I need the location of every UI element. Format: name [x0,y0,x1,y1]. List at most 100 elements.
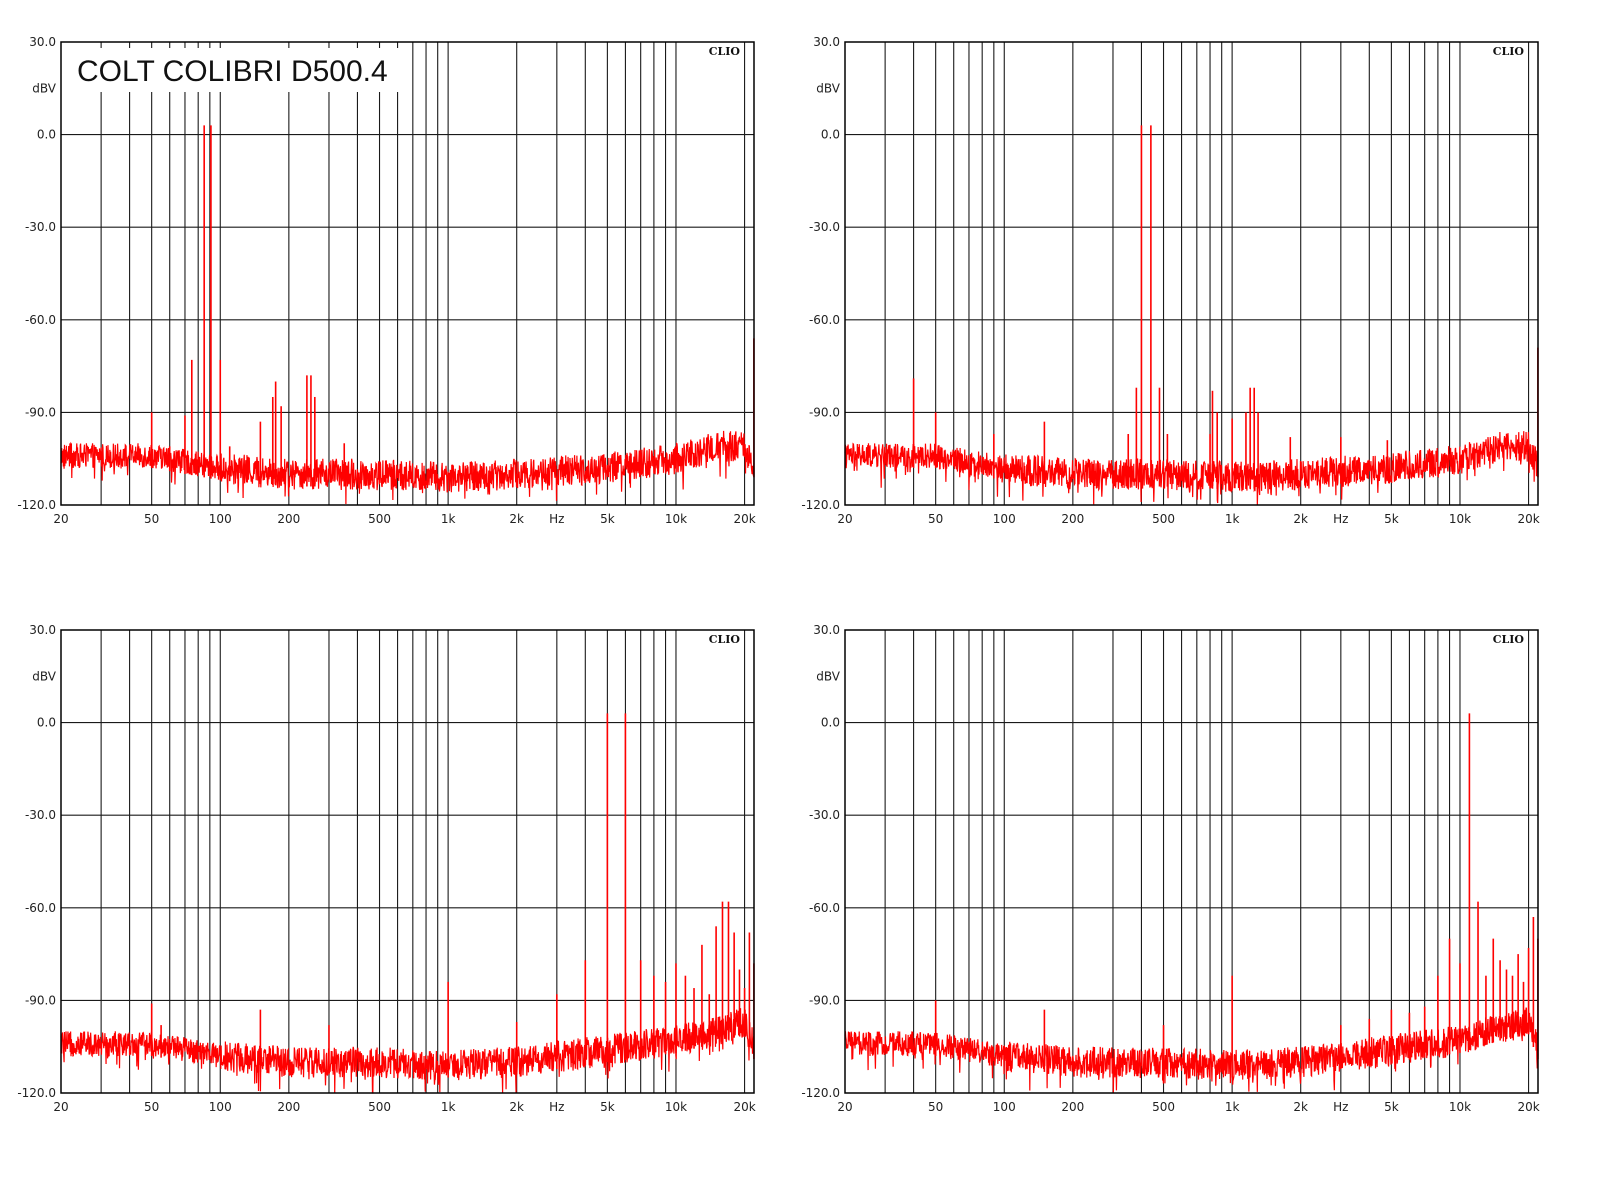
plot-area [845,42,1538,505]
x-tick-label: 1k [441,1100,456,1114]
x-tick-label: 10k [665,1100,687,1114]
x-tick-label: 20 [837,512,852,526]
x-tick-label: 20k [733,512,755,526]
chart-panel-1: 30.0 0.0 -30.0 -60.0 -90.0 -120.0 dBV 20 50 100 20… [0,0,774,545]
y-tick-label: -90.0 [25,405,56,419]
x-tick-label: 200 [277,1100,300,1114]
peaks [150,713,755,1078]
x-tick-label: 50 [928,512,943,526]
plot-frame [844,629,1539,1094]
y-tick-label: -60.0 [809,901,840,915]
x-unit-label: Hz [1333,512,1348,526]
y-tick-label: -120.0 [801,1086,840,1100]
x-tick-label: 200 [277,512,300,526]
x-unit-label: Hz [549,1100,564,1114]
y-tick-label: -90.0 [809,993,840,1007]
x-tick-label: 500 [368,512,391,526]
x-tick-label: 5k [600,1100,615,1114]
brand-logo: CLIO [1493,45,1525,58]
x-tick-label: 100 [993,1100,1016,1114]
x-tick-label: 2k [509,1100,524,1114]
x-tick-label: 5k [1384,1100,1399,1114]
peaks [934,713,1539,1078]
x-tick-label: 20k [733,1100,755,1114]
brand-logo: CLIO [709,45,741,58]
noise-trace [60,1008,755,1094]
chart-panel-4: 30.0 0.0 -30.0 -60.0 -90.0 -120.0 dBV 20 50 100 20… [784,588,1558,1133]
plot-frame [60,41,755,506]
chart-svg: 30.0 0.0 -30.0 -60.0 -90.0 -120.0 dBV 20 50 100 20… [17,623,755,1114]
chart-svg: 30.0 0.0 -30.0 -60.0 -90.0 -120.0 dBV 20 50 100 20… [801,623,1539,1114]
y-tick-label: -30.0 [25,808,56,822]
y-tick-label: -30.0 [809,808,840,822]
y-tick-label: 0.0 [37,716,56,730]
y-tick-label: 30.0 [29,623,56,637]
y-tick-label: 0.0 [37,128,56,142]
plot-frame [60,629,755,1094]
grid [61,41,754,506]
x-tick-label: 500 [368,1100,391,1114]
plot-area [845,630,1538,1093]
plot-frame [844,41,1539,506]
y-tick-label: -120.0 [17,1086,56,1100]
x-tick-label: 20k [1517,1100,1539,1114]
x-tick-label: 10k [1449,512,1471,526]
x-tick-label: 1k [1225,512,1240,526]
x-tick-label: 1k [441,512,456,526]
x-tick-label: 100 [993,512,1016,526]
noise-trace [844,431,1539,506]
x-tick-label: 100 [209,512,232,526]
noise-trace [60,430,755,504]
grid [845,629,1538,1094]
title-box [69,48,399,92]
y-unit-label: dBV [816,669,840,683]
y-tick-label: -60.0 [809,313,840,327]
x-tick-label: 10k [665,512,687,526]
x-tick-label: 20 [837,1100,852,1114]
x-tick-label: 10k [1449,1100,1471,1114]
y-tick-label: -90.0 [25,993,56,1007]
x-tick-label: 20 [53,1100,68,1114]
y-tick-label: -30.0 [809,220,840,234]
x-tick-label: 2k [509,512,524,526]
x-tick-label: 20k [1517,512,1539,526]
x-tick-label: 1k [1225,1100,1240,1114]
x-tick-label: 2k [1293,1100,1308,1114]
y-tick-label: -90.0 [809,405,840,419]
plot-area [61,42,754,505]
y-tick-label: -120.0 [17,498,56,512]
y-tick-label: -60.0 [25,901,56,915]
y-unit-label: dBV [32,81,56,95]
y-tick-label: -60.0 [25,313,56,327]
chart-svg: 30.0 0.0 -30.0 -60.0 -90.0 -120.0 dBV 20 50 100 20… [801,35,1539,526]
plot-area [61,630,754,1093]
x-tick-label: 50 [144,512,159,526]
x-unit-label: Hz [549,512,564,526]
chart-panel-2: 30.0 0.0 -30.0 -60.0 -90.0 -120.0 dBV 20 50 100 20… [784,0,1558,545]
x-tick-label: 5k [1384,512,1399,526]
y-tick-label: -30.0 [25,220,56,234]
chart-title: COLT COLIBRI D500.4 [77,55,388,88]
x-tick-label: 500 [1152,512,1175,526]
brand-logo: CLIO [1493,633,1525,646]
x-tick-label: 200 [1061,1100,1084,1114]
x-tick-label: 5k [600,512,615,526]
y-tick-label: 0.0 [821,716,840,730]
x-tick-label: 50 [928,1100,943,1114]
chart-svg: 30.0 0.0 -30.0 -60.0 -90.0 -120.0 dBV 20 50 100 20… [17,35,755,526]
x-tick-label: 20 [53,512,68,526]
y-tick-label: 30.0 [813,35,840,49]
chart-panel-3: 30.0 0.0 -30.0 -60.0 -90.0 -120.0 dBV 20 50 100 20… [0,588,774,1133]
y-tick-label: 30.0 [29,35,56,49]
noise-trace [844,1007,1539,1094]
y-tick-label: -120.0 [801,498,840,512]
x-tick-label: 100 [209,1100,232,1114]
x-unit-label: Hz [1333,1100,1348,1114]
y-unit-label: dBV [32,669,56,683]
y-tick-label: 30.0 [813,623,840,637]
x-tick-label: 50 [144,1100,159,1114]
y-unit-label: dBV [816,81,840,95]
brand-logo: CLIO [709,633,741,646]
x-tick-label: 2k [1293,512,1308,526]
